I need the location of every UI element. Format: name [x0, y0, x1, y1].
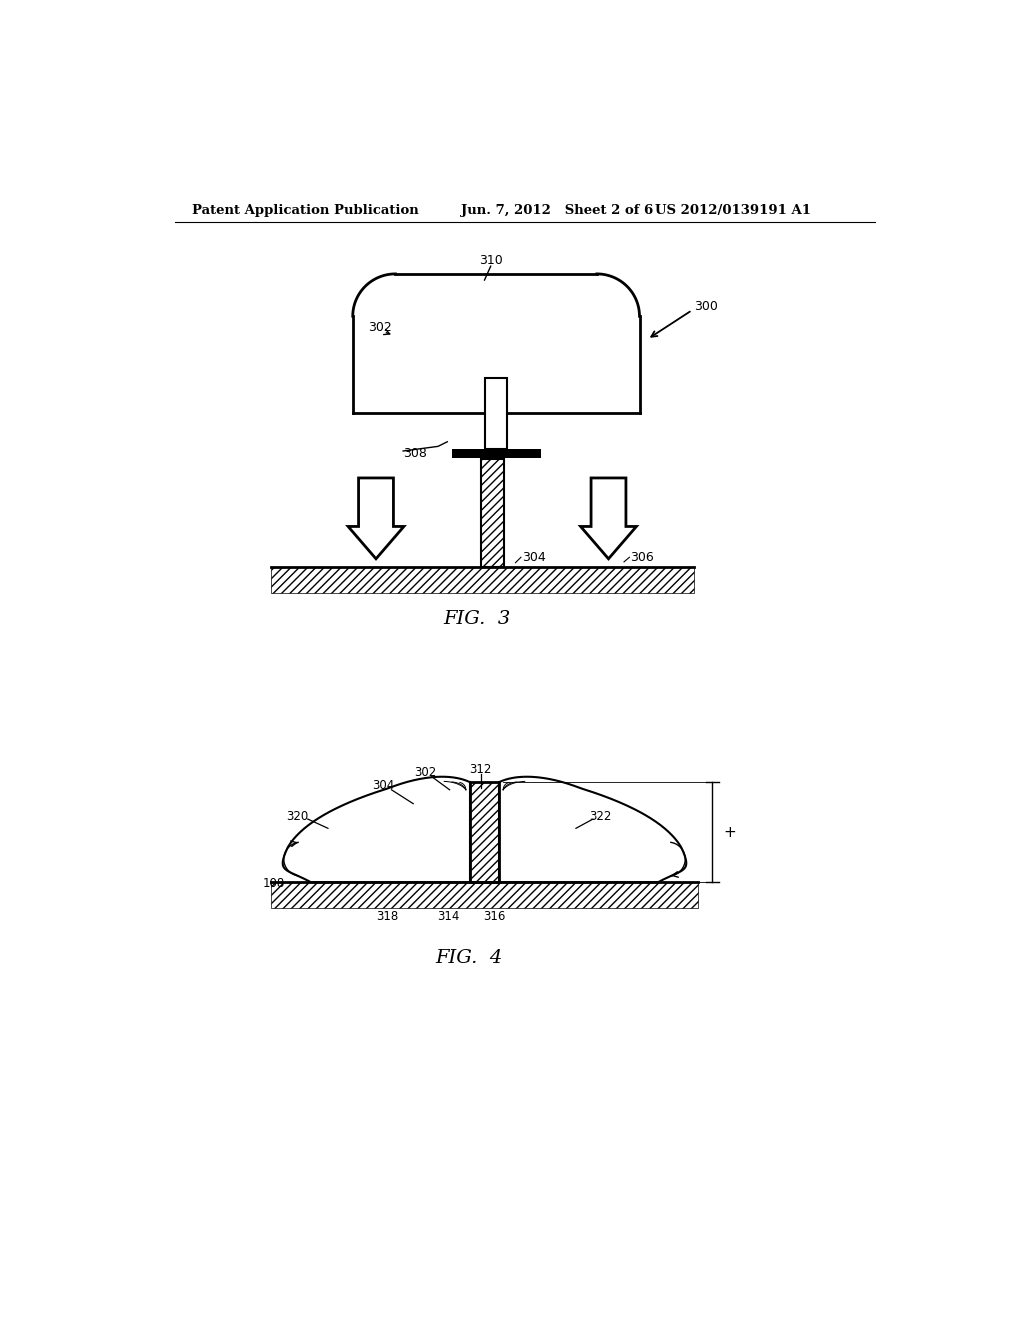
- Bar: [271, 882, 697, 908]
- Text: US 2012/0139191 A1: US 2012/0139191 A1: [655, 205, 811, 218]
- Text: 316: 316: [483, 911, 506, 924]
- Text: 320: 320: [286, 810, 308, 824]
- Text: 302: 302: [369, 321, 392, 334]
- Text: Jun. 7, 2012   Sheet 2 of 6: Jun. 7, 2012 Sheet 2 of 6: [461, 205, 653, 218]
- Text: 314: 314: [437, 911, 459, 924]
- Polygon shape: [581, 478, 636, 558]
- Bar: [470, 781, 500, 882]
- Polygon shape: [348, 478, 403, 558]
- Text: FIG.  3: FIG. 3: [443, 610, 510, 628]
- Text: Patent Application Publication: Patent Application Publication: [191, 205, 418, 218]
- Text: 312: 312: [469, 763, 492, 776]
- Bar: [271, 566, 693, 594]
- Text: 302: 302: [414, 767, 436, 779]
- Bar: [480, 459, 504, 566]
- Text: 304: 304: [521, 550, 546, 564]
- Text: 108: 108: [262, 878, 285, 890]
- Text: 306: 306: [630, 550, 654, 564]
- Text: 300: 300: [693, 300, 718, 313]
- Text: 322: 322: [590, 810, 612, 824]
- Text: 310: 310: [479, 255, 503, 268]
- Text: +: +: [723, 825, 736, 840]
- Text: 304: 304: [373, 779, 395, 792]
- Bar: [452, 449, 541, 458]
- Text: FIG.  4: FIG. 4: [435, 949, 503, 966]
- Bar: [485, 378, 507, 449]
- Text: 318: 318: [377, 911, 398, 924]
- Text: 308: 308: [403, 446, 427, 459]
